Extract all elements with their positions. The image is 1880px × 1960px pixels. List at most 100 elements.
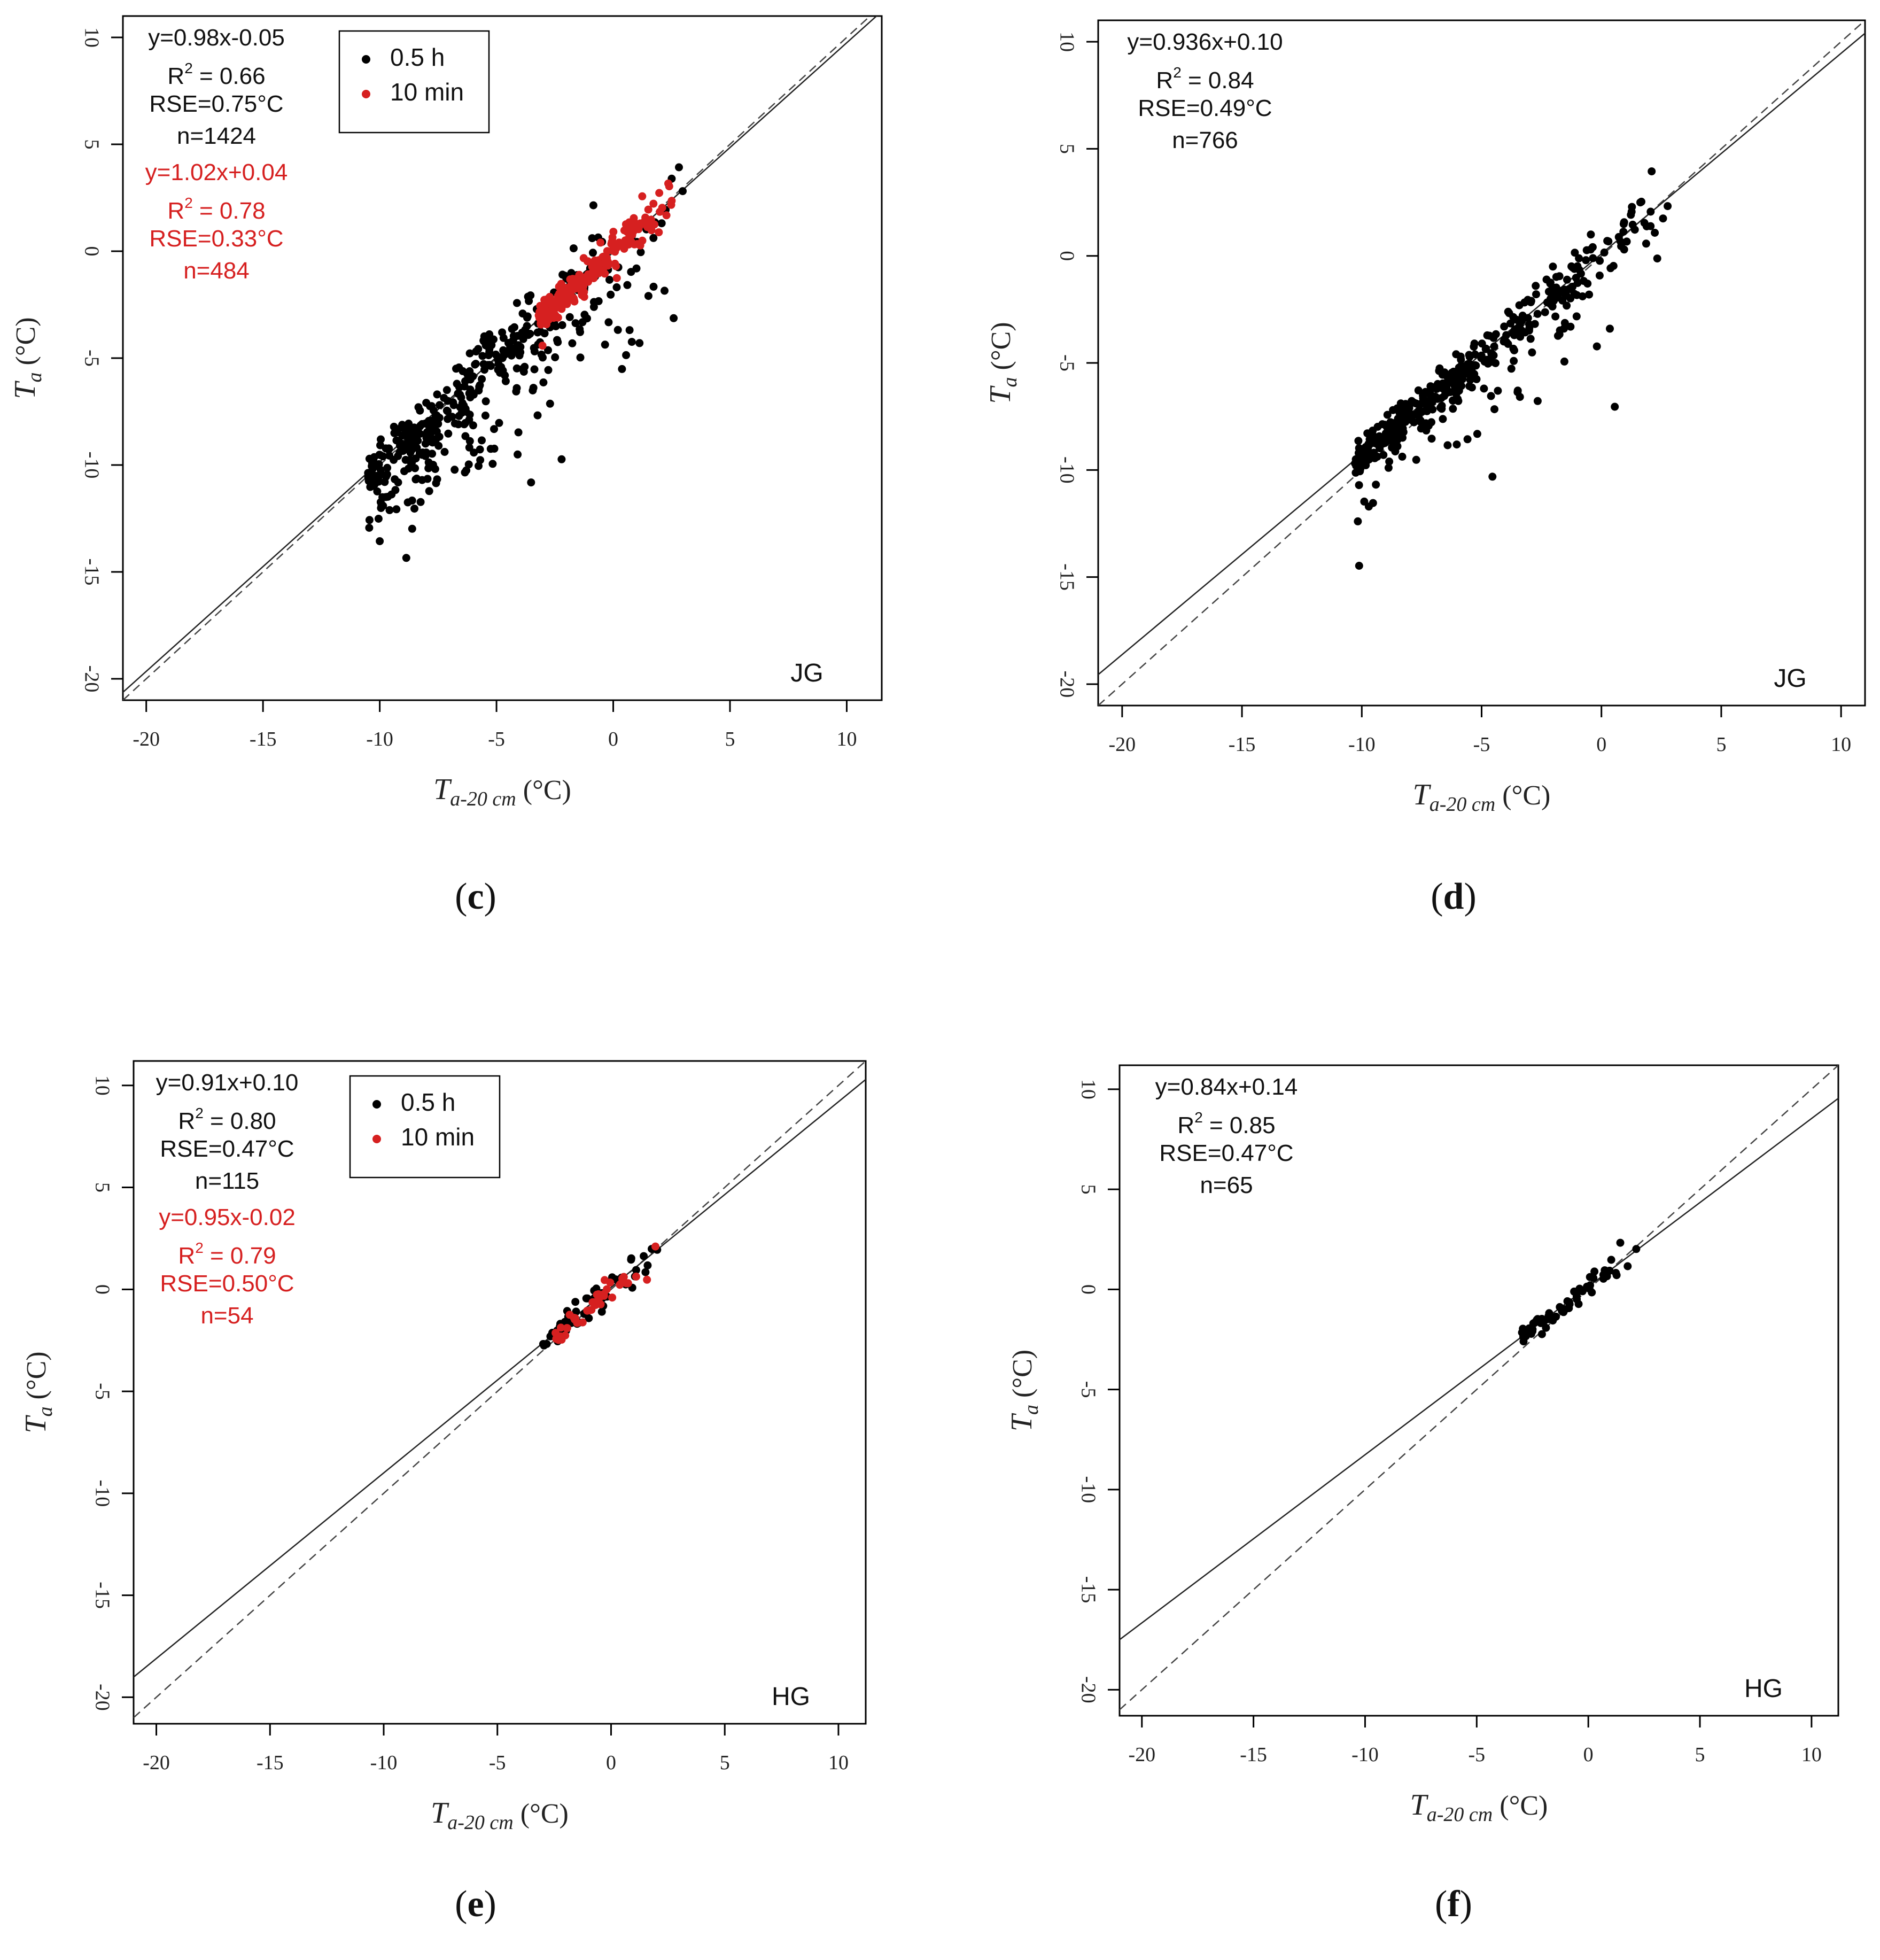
- data-point: [628, 230, 636, 239]
- data-point: [1587, 230, 1595, 239]
- data-point: [423, 428, 431, 437]
- regression-equation: y=0.98x-0.05: [148, 25, 285, 51]
- data-point: [632, 1266, 640, 1274]
- data-point: [1401, 400, 1410, 408]
- data-point: [1544, 288, 1553, 296]
- data-point: [1588, 243, 1597, 251]
- data-point: [416, 498, 425, 506]
- series-10min-points: [551, 1242, 659, 1344]
- y-tick-label: 0: [1077, 1284, 1099, 1295]
- data-point: [530, 347, 539, 355]
- data-point: [1632, 1245, 1641, 1253]
- regression-equation: y=0.91x+0.10: [156, 1070, 299, 1096]
- data-point: [538, 342, 547, 350]
- x-tick-label: -20: [1109, 733, 1136, 756]
- data-point: [1439, 415, 1447, 423]
- data-point: [1607, 1256, 1615, 1264]
- data-point: [431, 465, 439, 473]
- data-point: [533, 328, 542, 337]
- data-point: [498, 354, 507, 362]
- data-point: [638, 192, 647, 200]
- data-point: [1582, 256, 1590, 265]
- data-point: [1464, 368, 1472, 376]
- panel-f: -20 -15 -10 -5 0 5 10 -20 -15 -10 -5 0 5 10 Ta-20 cm (…: [1005, 1064, 1839, 1925]
- r-squared: R2 = 0.66: [167, 60, 265, 89]
- data-point: [411, 464, 419, 472]
- y-axis-label: Ta (°C): [9, 317, 46, 399]
- data-point: [556, 283, 565, 292]
- data-point: [365, 516, 374, 524]
- data-point: [1537, 1330, 1546, 1338]
- data-point: [529, 386, 537, 394]
- data-point: [416, 430, 424, 438]
- data-point: [1410, 399, 1418, 407]
- r-squared: R2 = 0.78: [167, 195, 265, 224]
- plot-frame: [1118, 1064, 1839, 1717]
- data-point: [1448, 368, 1456, 377]
- data-point: [1383, 410, 1392, 419]
- data-point: [579, 254, 588, 262]
- regression-equation: y=1.02x+0.04: [145, 159, 288, 185]
- y-axis-label: Ta (°C): [19, 1351, 57, 1433]
- series-10min-points: [534, 179, 676, 350]
- data-point: [1606, 324, 1614, 333]
- data-point: [625, 326, 634, 335]
- data-point: [383, 463, 392, 472]
- data-point: [496, 369, 504, 377]
- data-point: [1465, 351, 1473, 359]
- data-point: [655, 189, 664, 197]
- y-tick-label: -10: [91, 1480, 113, 1507]
- data-point: [1659, 214, 1667, 223]
- data-point: [608, 1293, 617, 1302]
- data-point: [1385, 458, 1394, 466]
- y-tick-label: 10: [80, 27, 103, 48]
- data-point: [1487, 392, 1495, 400]
- data-point: [571, 1315, 579, 1324]
- data-point: [649, 282, 658, 291]
- data-point: [488, 460, 497, 468]
- x-tick-label: 10: [828, 1752, 849, 1774]
- plot-frame: [133, 1060, 867, 1725]
- x-tick-label: 10: [1801, 1744, 1822, 1766]
- legend-label: 10 min: [390, 78, 464, 106]
- data-point: [430, 424, 438, 432]
- data-point: [624, 241, 633, 249]
- data-point: [1651, 229, 1659, 237]
- data-point: [1387, 425, 1395, 433]
- regression-equation: y=0.84x+0.14: [1155, 1074, 1298, 1100]
- data-point: [1566, 322, 1575, 331]
- sample-count: n=1424: [177, 123, 256, 149]
- data-point: [580, 288, 588, 296]
- legend: 0.5 h 10 min: [349, 1075, 501, 1179]
- panel-label: (f): [1435, 1884, 1472, 1925]
- data-point: [1526, 335, 1535, 343]
- panel-label: (e): [455, 1884, 496, 1925]
- data-point: [485, 348, 494, 357]
- data-point: [1467, 383, 1476, 392]
- data-point: [542, 320, 551, 329]
- data-point: [599, 253, 607, 261]
- x-tick-label: 5: [725, 728, 735, 750]
- data-point: [1355, 562, 1363, 570]
- data-point: [554, 313, 562, 322]
- data-point: [454, 420, 463, 429]
- data-point: [1586, 1273, 1594, 1281]
- y-axis-label: Ta (°C): [984, 322, 1021, 404]
- data-point: [392, 505, 401, 514]
- x-axis-label: Ta-20 cm (°C): [433, 773, 571, 810]
- data-point: [1533, 1315, 1542, 1323]
- data-point: [1504, 340, 1512, 348]
- data-point: [1443, 441, 1452, 450]
- data-point: [1622, 237, 1631, 246]
- regression-equation: y=0.936x+0.10: [1127, 29, 1283, 55]
- data-point: [1363, 429, 1372, 438]
- data-point: [1573, 291, 1581, 299]
- x-axis-label: Ta-20 cm (°C): [1410, 1788, 1548, 1826]
- data-point: [1351, 468, 1360, 477]
- data-point: [1646, 207, 1655, 216]
- data-point: [440, 394, 448, 402]
- data-point: [1424, 400, 1432, 408]
- data-point: [481, 412, 490, 420]
- data-point: [1558, 1307, 1566, 1315]
